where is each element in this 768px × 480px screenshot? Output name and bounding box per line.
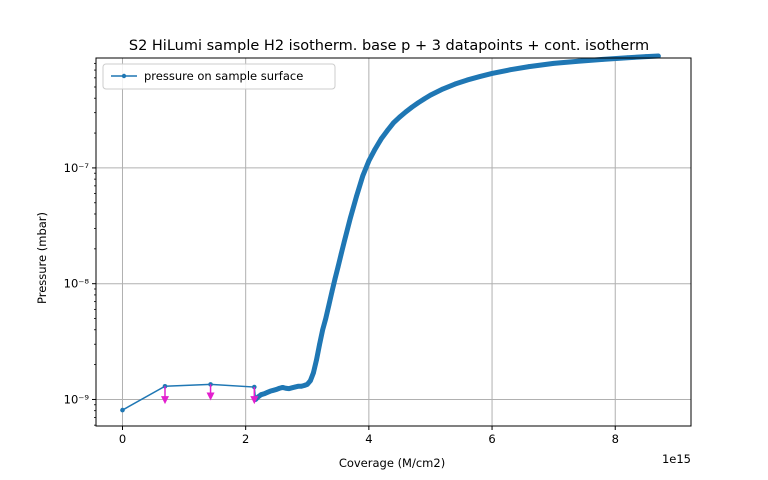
legend-entry-label: pressure on sample surface — [144, 69, 303, 83]
data-point — [551, 61, 556, 66]
data-point — [335, 264, 341, 270]
series-layer — [120, 53, 661, 413]
data-point — [385, 128, 390, 133]
legend-box — [102, 63, 336, 90]
y-tick-label: 10⁻⁸ — [64, 277, 90, 291]
x-tick-label: 0 — [119, 432, 126, 446]
chart-title: S2 HiLumi sample H2 isotherm. base p + 3… — [129, 38, 649, 54]
data-point — [489, 71, 495, 76]
data-point — [391, 120, 396, 126]
data-point — [320, 327, 325, 333]
data-point — [314, 357, 319, 363]
y-tick-label: 10⁻⁷ — [64, 161, 90, 175]
data-point — [120, 407, 125, 413]
annotation-arrow-head — [160, 396, 169, 405]
data-point — [304, 382, 310, 387]
plot-frame — [95, 57, 692, 427]
data-point — [317, 341, 322, 347]
x-axis-ticks: 0 2 4 6 8 — [119, 426, 619, 446]
data-point — [360, 173, 366, 179]
data-point — [378, 136, 384, 142]
data-point — [415, 100, 421, 106]
data-point — [508, 67, 513, 73]
data-point — [308, 378, 313, 384]
data-point — [323, 316, 329, 321]
data-point — [311, 370, 316, 376]
grid — [96, 58, 691, 426]
data-point — [575, 58, 581, 64]
y-axis-ticks: 10⁻⁹ 10⁻⁸ 10⁻⁷ — [64, 62, 96, 426]
data-point — [428, 92, 433, 98]
y-axis-label: Pressure (mbar) — [35, 212, 49, 304]
data-point — [326, 303, 332, 308]
data-point — [477, 74, 483, 79]
annotation-arrow-head — [250, 396, 259, 405]
x-tick-label: 8 — [612, 432, 619, 446]
data-point — [656, 53, 661, 59]
data-point — [397, 114, 402, 120]
plot-area: 0 2 4 6 8 10⁻⁹ 10⁻⁸ 10⁻⁷ — [64, 53, 692, 446]
data-point — [465, 77, 470, 83]
x-tick-label: 4 — [365, 432, 372, 446]
data-point — [329, 289, 335, 295]
data-point — [409, 104, 415, 110]
x-axis-label: Coverage (M/cm2) — [339, 456, 445, 470]
data-point — [354, 193, 359, 199]
x-tick-label: 2 — [242, 432, 249, 446]
data-point — [372, 146, 378, 152]
annotation-arrow-head — [206, 392, 215, 401]
x-tick-label: 6 — [488, 432, 495, 446]
data-point — [332, 276, 338, 282]
data-point — [341, 239, 347, 245]
data-point — [366, 158, 372, 164]
legend-marker-swatch — [121, 73, 127, 79]
data-point — [440, 86, 446, 92]
data-point — [348, 215, 353, 221]
plot-background — [96, 58, 691, 426]
data-point — [526, 64, 532, 69]
data-point — [452, 81, 458, 87]
y-tick-label: 10⁻⁹ — [64, 392, 90, 406]
x-axis-offset-label: 1e15 — [662, 452, 691, 466]
data-point — [338, 251, 344, 257]
data-point — [403, 109, 409, 115]
data-point — [421, 96, 427, 102]
legend: pressure on sample surface — [102, 63, 336, 90]
annotation-layer — [160, 384, 259, 405]
